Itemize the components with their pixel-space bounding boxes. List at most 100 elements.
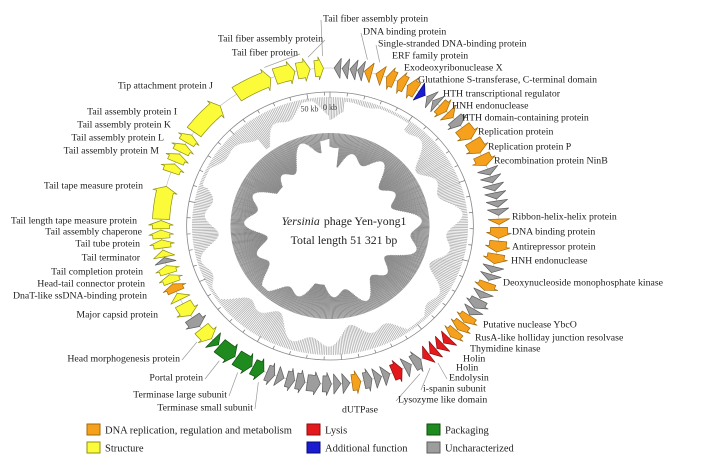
scale-tick — [462, 259, 469, 262]
leader-line — [375, 44, 381, 63]
gene-arrow — [375, 66, 387, 86]
gene-arrow — [447, 113, 467, 130]
gene-label: Glutathione S-transferase, C-terminal do… — [418, 75, 597, 86]
scale-tick-label: 50 kb — [300, 105, 318, 114]
gene-arrow — [349, 59, 359, 81]
scale-tick — [459, 275, 463, 278]
gene-arrow — [483, 252, 508, 264]
gene-label: i-spanin subunit — [423, 384, 486, 395]
gene-arrow — [205, 332, 221, 348]
gene-label: Tail assembly protein M — [64, 146, 160, 157]
scale-tick — [363, 95, 366, 100]
gene-label: Tail fiber assembly protein — [323, 14, 428, 25]
gene-label: Lysozyme like domain — [398, 395, 487, 406]
gene-arrow — [440, 105, 456, 121]
leader-line — [204, 360, 220, 380]
gene-arrow — [171, 142, 194, 157]
scale-tick — [357, 353, 360, 358]
gene-label: Portal protein — [149, 373, 203, 384]
gene-label: Holin — [463, 354, 485, 365]
gene-label: HNH endonuclease — [511, 256, 588, 267]
gc-content-plot — [191, 97, 469, 355]
gene-arrow — [361, 368, 373, 392]
gene-arrow — [333, 57, 342, 79]
gene-arrow — [466, 295, 489, 310]
gene-arrow — [465, 136, 489, 155]
scale-tick — [458, 180, 465, 183]
gene-arrow — [185, 312, 206, 330]
scale-tick — [423, 126, 427, 130]
gene-arrow — [350, 370, 362, 394]
scale-tick — [374, 349, 377, 354]
scale-tick — [189, 201, 196, 203]
scale-tick — [454, 165, 459, 168]
scale-tick-label: 0 kb — [323, 103, 337, 112]
gene-label: Tail completion protein — [51, 267, 143, 278]
gene-arrow — [482, 263, 505, 273]
legend-label: Additional function — [325, 444, 408, 455]
gene-arrow — [435, 336, 451, 352]
scale-tick — [390, 343, 393, 347]
legend: DNA replication, regulation and metaboli… — [86, 423, 515, 455]
scale-tick — [193, 264, 197, 267]
total-length: Total length 51 321 bp — [291, 233, 398, 247]
gene-arrow — [175, 299, 199, 318]
gene-arrow — [477, 165, 499, 176]
gene-arrow — [428, 341, 443, 358]
gene-arrow — [231, 69, 272, 102]
gene-label: Tail fiber protein — [232, 48, 298, 59]
legend-label: Lysis — [325, 426, 347, 437]
scale-tick — [435, 137, 439, 141]
scale-tick — [199, 278, 206, 282]
gene-label: Tail terminator — [82, 253, 141, 264]
gene-arrow — [487, 218, 510, 225]
gene-label: Head-tail connector protein — [37, 279, 145, 290]
scale-tick — [199, 169, 204, 172]
scale-tick — [466, 195, 470, 198]
gene-label: Tail assembly protein L — [71, 133, 164, 144]
gene-arrow — [485, 198, 508, 208]
gene-label: Terminase large subunit — [133, 390, 227, 401]
scale-tick — [289, 351, 291, 355]
gene-label: Head morphogenesis protein — [67, 354, 180, 365]
leader-line — [228, 372, 239, 397]
gene-arrow — [430, 96, 445, 113]
gene-arrow — [294, 369, 306, 394]
scale-tick — [451, 289, 456, 292]
legend-label: Uncharacterized — [445, 444, 515, 455]
gene-arrow — [399, 358, 412, 378]
legend-item: DNA replication, regulation and metaboli… — [86, 423, 292, 437]
leader-line — [320, 19, 323, 57]
legend-swatch — [426, 441, 441, 454]
gene-arrow — [396, 72, 410, 94]
gene-label: Endolysin — [449, 373, 489, 384]
scale-tick — [417, 324, 422, 330]
gene-arrow — [149, 239, 175, 250]
gene-label: ERF family protein — [392, 51, 468, 62]
gene-arrow — [249, 358, 265, 380]
scale-tick — [229, 129, 235, 135]
gene-arrow — [450, 317, 471, 334]
gene-arrow — [455, 122, 479, 142]
gene-arrow — [160, 163, 185, 176]
gene-label: Replication protein P — [488, 142, 572, 153]
leader-line — [420, 367, 431, 391]
phage-name: Yersinia phage Yen-yong1 — [282, 214, 407, 228]
gene-arrow — [441, 330, 457, 346]
gene-label: RusA-like holliday junction resolvase — [475, 333, 624, 344]
gene-label: Tail assembly chaperone — [45, 227, 142, 238]
gene-arrow — [433, 99, 452, 118]
gene-arrow — [152, 186, 178, 220]
gene-arrow — [154, 257, 177, 266]
gene-arrow — [313, 56, 324, 81]
scale-tick — [395, 107, 398, 112]
gene-label: HNH endonuclease — [452, 101, 529, 112]
scale-tick — [272, 345, 275, 350]
legend-label: Structure — [105, 444, 144, 455]
scale-tick — [408, 116, 413, 122]
gene-arrow — [213, 339, 238, 364]
gene-arrow — [194, 323, 217, 344]
